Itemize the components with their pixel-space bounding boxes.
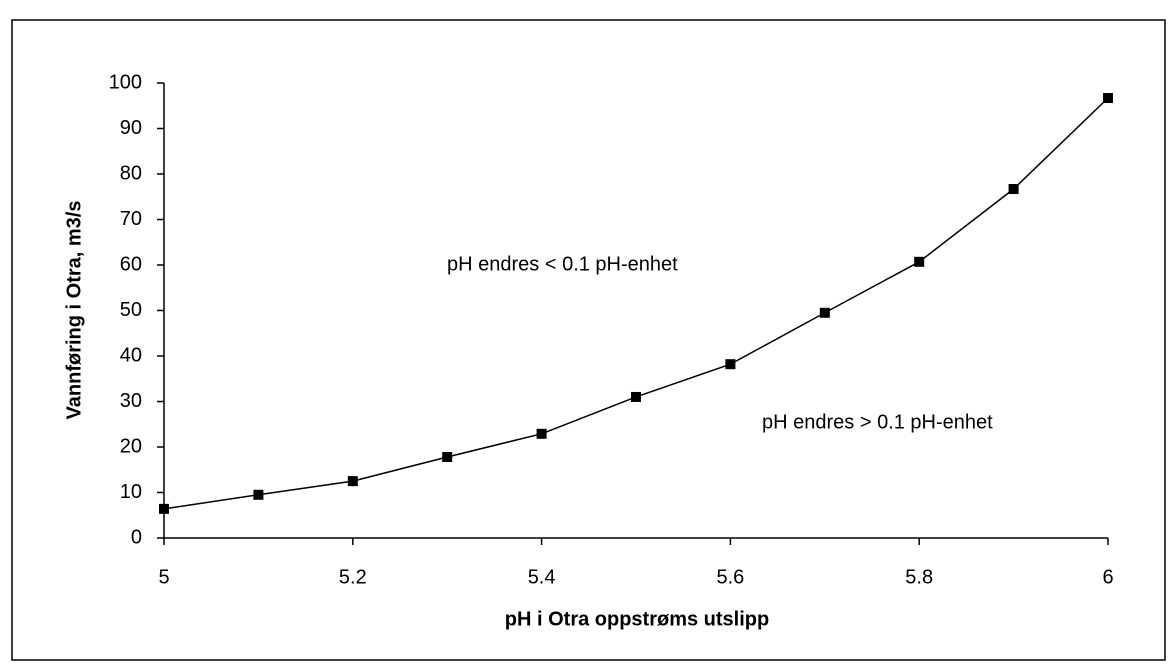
annotation: pH endres > 0.1 pH-enhet bbox=[762, 411, 993, 433]
y-tick-label: 10 bbox=[120, 481, 142, 503]
x-tick-label: 5 bbox=[158, 566, 169, 588]
x-tick-label: 5.8 bbox=[905, 566, 933, 588]
data-point bbox=[914, 256, 925, 267]
y-tick-label: 80 bbox=[120, 162, 142, 184]
x-tick-label: 5.6 bbox=[716, 566, 744, 588]
y-tick-label: 70 bbox=[120, 208, 142, 230]
y-tick-label: 20 bbox=[120, 435, 142, 457]
data-point bbox=[536, 428, 547, 439]
annotation: pH endres < 0.1 pH-enhet bbox=[447, 253, 678, 275]
data-point bbox=[347, 476, 358, 487]
x-axis-label: pH i Otra oppstrøms utslipp bbox=[505, 608, 769, 630]
y-tick-label: 0 bbox=[131, 526, 142, 548]
data-point bbox=[819, 307, 830, 318]
chart-frame bbox=[11, 19, 1166, 661]
y-tick-label: 30 bbox=[120, 390, 142, 412]
y-tick-label: 100 bbox=[109, 71, 142, 93]
data-point bbox=[253, 489, 264, 500]
x-tick-label: 6 bbox=[1102, 566, 1113, 588]
y-axis-label: Vannføring i Otra, m3/s bbox=[63, 201, 85, 420]
x-tick-label: 5.4 bbox=[528, 566, 556, 588]
data-point bbox=[159, 503, 169, 514]
x-tick-label: 5.2 bbox=[339, 566, 367, 588]
y-tick-label: 40 bbox=[120, 344, 142, 366]
data-point bbox=[1008, 184, 1019, 195]
data-point bbox=[725, 359, 736, 370]
y-tick-label: 90 bbox=[120, 117, 142, 139]
data-point bbox=[442, 452, 453, 463]
y-tick-label: 50 bbox=[120, 299, 142, 321]
data-point bbox=[631, 391, 641, 402]
data-point bbox=[1103, 93, 1113, 104]
y-tick-label: 60 bbox=[120, 253, 142, 275]
